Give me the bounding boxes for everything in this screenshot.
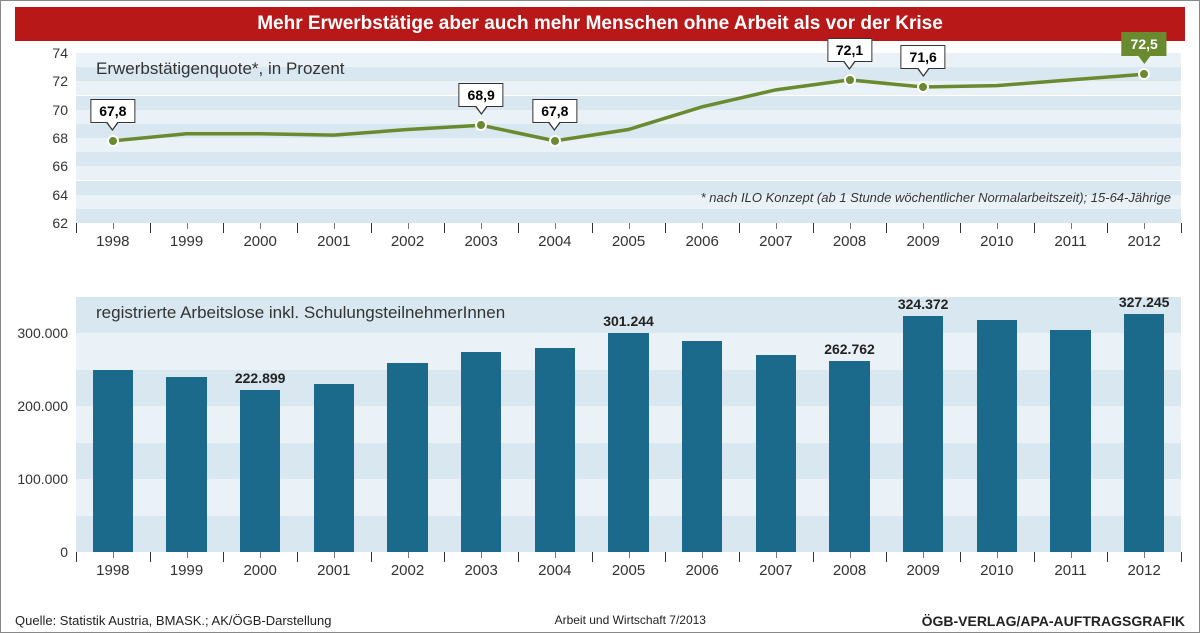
y-axis-label: 62: [52, 215, 76, 231]
line-chart-employment-rate: Erwerbstätigenquote*, in Prozent * nach …: [76, 53, 1181, 223]
bar: [461, 352, 502, 552]
bar: [1050, 330, 1091, 552]
x-axis-label: 2002: [391, 233, 424, 250]
y-axis-label: 0: [60, 544, 76, 560]
bar: [314, 384, 355, 552]
bar: [535, 348, 576, 552]
x-axis-label: 2010: [980, 233, 1013, 250]
bar-value-label: 222.899: [235, 370, 286, 386]
callout-label: 71,6: [901, 45, 946, 77]
chart1-footnote: * nach ILO Konzept (ab 1 Stunde wöchentl…: [701, 190, 1171, 205]
bar-chart-unemployed: registrierte Arbeitslose inkl. Schulungs…: [76, 297, 1181, 552]
x-axis-label: 2011: [1054, 233, 1086, 250]
bar: [977, 320, 1018, 552]
y-axis-label: 200.000: [17, 398, 76, 414]
y-axis-label: 64: [52, 187, 76, 203]
x-axis-label: 2012: [1127, 233, 1160, 250]
x-axis-label: 2006: [685, 233, 718, 250]
x-axis-label: 2001: [317, 233, 350, 250]
y-axis-label: 300.000: [17, 325, 76, 341]
chart2-title: registrierte Arbeitslose inkl. Schulungs…: [96, 303, 505, 323]
x-axis-label: 2005: [612, 233, 645, 250]
y-axis-label: 74: [52, 45, 76, 61]
x-axis-label: 1998: [96, 562, 129, 579]
bar: [166, 377, 207, 552]
y-axis-label: 100.000: [17, 471, 76, 487]
x-axis-label: 2000: [243, 562, 276, 579]
x-axis-label: 2003: [464, 562, 497, 579]
bar: [903, 316, 944, 552]
x-axis-label: 2009: [906, 233, 939, 250]
bar: [756, 355, 797, 552]
callout-label: 72,1: [827, 38, 872, 70]
bar-value-label: 262.762: [824, 341, 875, 357]
x-axis-label: 1999: [170, 562, 203, 579]
data-point: [107, 135, 119, 147]
x-axis-label: 2006: [685, 562, 718, 579]
bar: [829, 361, 870, 552]
x-axis-label: 2002: [391, 562, 424, 579]
x-axis-label: 2005: [612, 562, 645, 579]
footer-source: Quelle: Statistik Austria, BMASK.; AK/ÖG…: [15, 613, 331, 628]
footer-right: ÖGB-VERLAG/APA-AUFTRAGSGRAFIK: [922, 613, 1185, 629]
bar: [608, 333, 649, 552]
bar-value-label: 327.245: [1119, 294, 1170, 310]
x-axis-label: 2010: [980, 562, 1013, 579]
bar: [1124, 314, 1165, 552]
data-point: [844, 74, 856, 86]
x-axis-label: 2003: [464, 233, 497, 250]
title-bar: Mehr Erwerbstätige aber auch mehr Mensch…: [15, 7, 1185, 41]
bar-value-label: 301.244: [603, 313, 654, 329]
callout-label: 72,5: [1122, 32, 1167, 64]
data-point: [917, 81, 929, 93]
bar: [682, 341, 723, 552]
x-axis-label: 2001: [317, 562, 350, 579]
x-axis-label: 2009: [906, 562, 939, 579]
y-axis-label: 68: [52, 130, 76, 146]
footer-mid: Arbeit und Wirtschaft 7/2013: [555, 613, 706, 627]
x-axis-label: 2004: [538, 562, 571, 579]
callout-label: 67,8: [90, 99, 135, 131]
x-axis-label: 2007: [759, 233, 792, 250]
data-point: [475, 119, 487, 131]
data-point: [549, 135, 561, 147]
x-axis-label: 2008: [833, 233, 866, 250]
chart1-title: Erwerbstätigenquote*, in Prozent: [96, 59, 345, 79]
x-axis-label: 2011: [1054, 562, 1086, 579]
x-axis-label: 2012: [1127, 562, 1160, 579]
x-axis-label: 2008: [833, 562, 866, 579]
y-axis-label: 66: [52, 158, 76, 174]
footer: Quelle: Statistik Austria, BMASK.; AK/ÖG…: [15, 613, 1185, 628]
bar: [387, 363, 428, 552]
bar: [93, 370, 134, 552]
x-axis-label: 1998: [96, 233, 129, 250]
x-axis-label: 2007: [759, 562, 792, 579]
data-point: [1138, 68, 1150, 80]
bar: [240, 390, 281, 552]
x-axis-label: 2000: [243, 233, 276, 250]
x-axis-label: 1999: [170, 233, 203, 250]
y-axis-label: 70: [52, 102, 76, 118]
y-axis-label: 72: [52, 73, 76, 89]
callout-label: 67,8: [532, 99, 577, 131]
x-axis-label: 2004: [538, 233, 571, 250]
bar-value-label: 324.372: [898, 296, 949, 312]
callout-label: 68,9: [459, 83, 504, 115]
